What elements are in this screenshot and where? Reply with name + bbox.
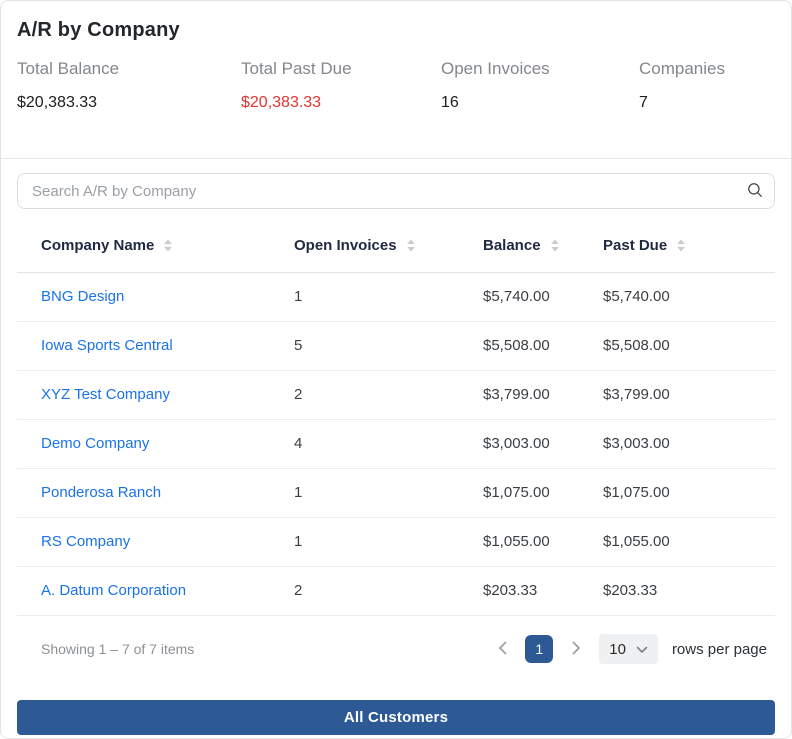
column-header-past-due[interactable]: Past Due [579, 209, 775, 273]
open-invoices-cell: 2 [270, 566, 459, 616]
stat-label: Companies [639, 59, 725, 78]
balance-cell: $3,003.00 [459, 419, 579, 469]
column-header-label: Open Invoices [294, 237, 397, 254]
balance-cell: $3,799.00 [459, 370, 579, 420]
summary-stats: Total Balance $20,383.33 Total Past Due … [1, 42, 791, 113]
balance-cell: $5,740.00 [459, 272, 579, 322]
search-input[interactable] [18, 174, 774, 208]
stat-label: Open Invoices [441, 59, 550, 78]
balance-cell: $203.33 [459, 566, 579, 616]
past-due-cell: $5,740.00 [579, 272, 775, 322]
table-row: A. Datum Corporation 2 $203.33 $203.33 [17, 566, 775, 616]
stat-value: 16 [441, 94, 459, 111]
table-row: XYZ Test Company 2 $3,799.00 $3,799.00 [17, 370, 775, 420]
column-header-label: Past Due [603, 237, 668, 254]
table-row: Ponderosa Ranch 1 $1,075.00 $1,075.00 [17, 468, 775, 518]
open-invoices-cell: 5 [270, 321, 459, 371]
company-link[interactable]: A. Datum Corporation [41, 582, 187, 599]
table-row: Iowa Sports Central 5 $5,508.00 $5,508.0… [17, 321, 775, 371]
company-link[interactable]: RS Company [41, 533, 131, 550]
past-due-cell: $3,799.00 [579, 370, 775, 420]
search-icon [746, 181, 764, 202]
company-link[interactable]: Ponderosa Ranch [41, 484, 162, 501]
stat-value: $20,383.33 [17, 94, 98, 111]
balance-cell: $1,055.00 [459, 517, 579, 567]
column-header-label: Balance [483, 237, 541, 254]
stat-value: $20,383.33 [241, 94, 322, 111]
past-due-cell: $1,075.00 [579, 468, 775, 518]
ar-table-wrap: Company Name Open Invoices [17, 209, 775, 616]
past-due-cell: $203.33 [579, 566, 775, 616]
open-invoices-cell: 2 [270, 370, 459, 420]
pagination: 1 10 rows per page [493, 634, 767, 664]
table-row: BNG Design 1 $5,740.00 $5,740.00 [17, 272, 775, 322]
stat-total-past-due: Total Past Due $20,383.33 [241, 58, 441, 113]
stat-label: Total Balance [17, 59, 120, 78]
chevron-right-icon [572, 641, 581, 658]
past-due-cell: $3,003.00 [579, 419, 775, 469]
showing-summary: Showing 1 – 7 of 7 items [41, 641, 195, 657]
company-link[interactable]: Iowa Sports Central [41, 337, 173, 354]
stat-label: Total Past Due [241, 59, 352, 78]
company-link[interactable]: XYZ Test Company [41, 386, 170, 403]
page-title: A/R by Company [17, 19, 180, 41]
previous-page-button[interactable] [493, 635, 511, 663]
stat-value: 7 [639, 94, 648, 111]
column-header-open-invoices[interactable]: Open Invoices [270, 209, 459, 273]
past-due-cell: $5,508.00 [579, 321, 775, 371]
column-header-company-name[interactable]: Company Name [17, 209, 270, 273]
stat-companies: Companies 7 [639, 58, 775, 113]
company-link[interactable]: BNG Design [41, 288, 125, 305]
sort-icon[interactable] [163, 238, 173, 253]
column-header-balance[interactable]: Balance [459, 209, 579, 273]
panel-header: A/R by Company [1, 1, 791, 42]
open-invoices-cell: 1 [270, 517, 459, 567]
open-invoices-cell: 1 [270, 272, 459, 322]
rows-per-page-value: 10 [609, 640, 626, 658]
table-header-row: Company Name Open Invoices [17, 209, 775, 273]
rows-per-page-label: rows per page [671, 640, 767, 658]
stat-total-balance: Total Balance $20,383.33 [17, 58, 241, 113]
sort-icon[interactable] [676, 238, 686, 253]
ar-table: Company Name Open Invoices [17, 209, 775, 616]
open-invoices-cell: 4 [270, 419, 459, 469]
sort-icon[interactable] [550, 238, 560, 253]
sort-icon[interactable] [406, 238, 416, 253]
chevron-down-icon [636, 641, 648, 658]
open-invoices-cell: 1 [270, 468, 459, 518]
past-due-cell: $1,055.00 [579, 517, 775, 567]
table-footer: Showing 1 – 7 of 7 items 1 10 rows per p… [17, 616, 775, 682]
page-number-button[interactable]: 1 [525, 635, 554, 663]
search-section [1, 159, 791, 209]
search-box [17, 173, 775, 209]
chevron-left-icon [498, 641, 507, 658]
next-page-button[interactable] [567, 635, 585, 663]
all-customers-button[interactable]: All Customers [17, 700, 775, 735]
company-link[interactable]: Demo Company [41, 435, 150, 452]
balance-cell: $5,508.00 [459, 321, 579, 371]
balance-cell: $1,075.00 [459, 468, 579, 518]
section-divider [1, 158, 791, 159]
rows-per-page-select[interactable]: 10 [599, 634, 658, 664]
column-header-label: Company Name [41, 237, 155, 254]
search-button[interactable] [746, 174, 764, 208]
stat-open-invoices: Open Invoices 16 [441, 58, 639, 113]
table-row: Demo Company 4 $3,003.00 $3,003.00 [17, 419, 775, 469]
table-row: RS Company 1 $1,055.00 $1,055.00 [17, 517, 775, 567]
